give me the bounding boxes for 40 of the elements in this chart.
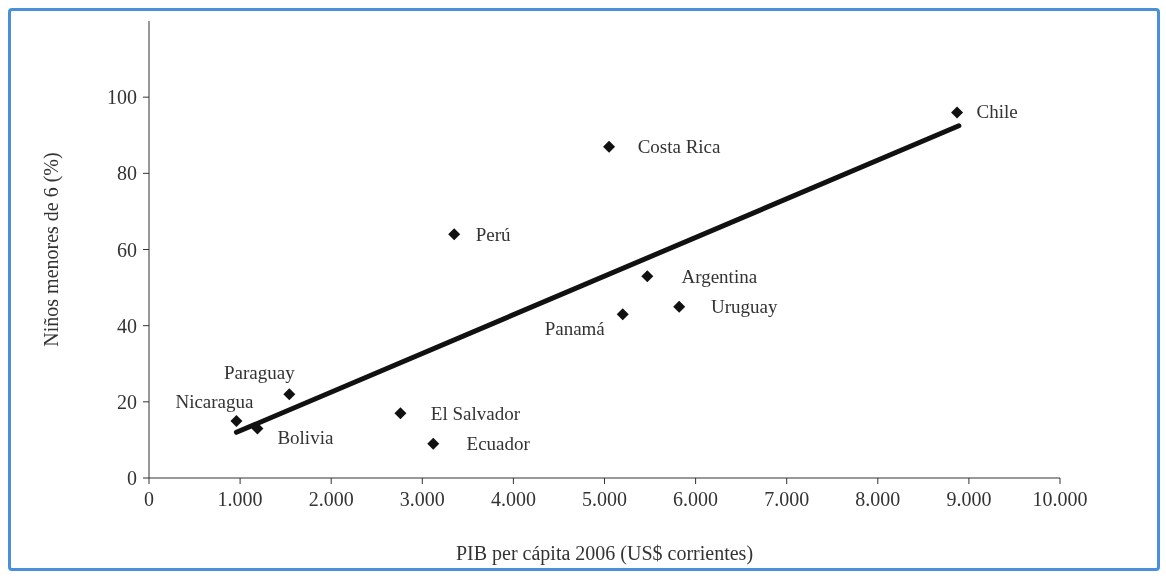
- annotation: Bolivia: [277, 426, 334, 448]
- annotation: Ecuador: [466, 433, 531, 455]
- annotation: Chile: [976, 100, 1018, 122]
- x-tick-label: 6.000: [673, 488, 719, 511]
- point: [641, 270, 654, 283]
- point: [394, 407, 407, 420]
- point: [603, 140, 616, 153]
- x-tick-label: 3.000: [399, 488, 445, 511]
- y-tick-label: 100: [107, 86, 137, 109]
- x-tick-label: 0: [144, 488, 154, 511]
- annotation: Uruguay: [710, 296, 778, 318]
- x-axis-title: PIB per cápita 2006 (US$ corrientes): [455, 542, 754, 565]
- annotation: Paraguay: [223, 361, 296, 383]
- y-tick-label: 40: [117, 314, 137, 337]
- point: [448, 228, 461, 241]
- x-tick-label: 5.000: [582, 488, 627, 511]
- annotation: Nicaragua: [175, 391, 255, 413]
- y-tick-label: 0: [127, 467, 137, 490]
- annotation: Perú: [475, 223, 512, 245]
- y-tick-label: 20: [117, 390, 137, 413]
- annotation: Argentina: [681, 265, 758, 287]
- x-tick-label: 2.000: [308, 488, 354, 511]
- x-tick-label: 4.000: [490, 488, 536, 511]
- y-tick-label: 60: [117, 238, 137, 261]
- annotation: El Salvador: [430, 402, 521, 424]
- point: [230, 414, 243, 427]
- point: [951, 106, 964, 119]
- annotation: Panamá: [544, 317, 606, 339]
- annotation: Costa Rica: [637, 136, 722, 158]
- x-tick-label: 9.000: [946, 488, 992, 511]
- point: [283, 388, 296, 401]
- x-tick-label: 7.000: [764, 488, 810, 511]
- point: [616, 308, 629, 321]
- point: [673, 300, 686, 313]
- point: [427, 437, 440, 450]
- x-tick-label: 8.000: [855, 488, 901, 511]
- y-axis-title: Niños menores de 6 (%): [40, 152, 64, 347]
- y-tick-label: 80: [117, 162, 137, 185]
- x-tick-label: 1.000: [217, 488, 263, 511]
- x-tick-label: 10.000: [1032, 488, 1088, 511]
